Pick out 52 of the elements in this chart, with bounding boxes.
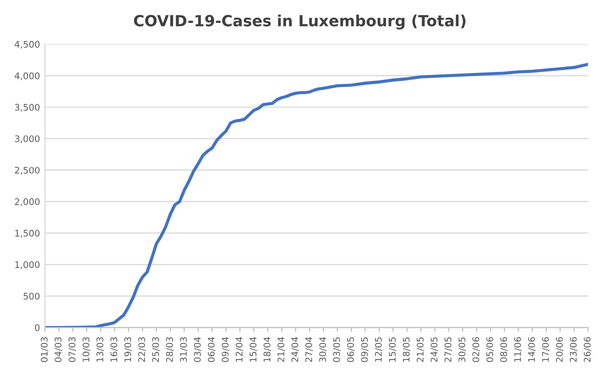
x-tick-label: 15/04 — [250, 337, 258, 362]
x-tick-label: 31/03 — [180, 337, 188, 362]
y-tick-label: 4,500 — [14, 40, 40, 49]
x-tick-label: 18/05 — [402, 337, 410, 362]
x-tick-label: 24/05 — [430, 337, 438, 362]
x-tick-label: 06/04 — [208, 337, 216, 362]
x-tick-label: 01/03 — [40, 337, 48, 362]
y-tick-label: 0 — [34, 324, 40, 332]
x-tick-label: 11/06 — [514, 337, 522, 362]
y-tick-label: 1,000 — [15, 261, 40, 270]
x-tick-label: 07/03 — [68, 337, 76, 362]
y-tick-label: 1,500 — [15, 230, 40, 238]
x-tick-label: 08/06 — [500, 337, 508, 362]
x-tick-label: 27/05 — [444, 337, 452, 362]
x-tick-label: 21/04 — [277, 337, 286, 362]
x-tick-label: 27/04 — [305, 337, 313, 362]
y-tick-label: 2,500 — [14, 166, 40, 175]
x-tick-label: 12/04 — [236, 337, 244, 362]
x-tick-label: 16/03 — [110, 337, 118, 362]
x-tick-label: 10/03 — [82, 337, 90, 362]
y-tick-label: 3,000 — [14, 135, 40, 144]
y-tick-label: 3,500 — [14, 104, 40, 112]
x-tick-label: 05/06 — [486, 337, 494, 362]
x-tick-label: 15/05 — [388, 337, 396, 362]
y-tick-label: 500 — [24, 292, 40, 300]
line-series — [45, 62, 588, 328]
x-tick-label: 04/03 — [54, 337, 62, 362]
x-tick-label: 22/03 — [138, 337, 146, 362]
x-tick-label: 23/06 — [570, 337, 578, 362]
x-tick-label: 18/04 — [264, 337, 272, 362]
x-tick-label: 26/06 — [584, 337, 592, 362]
x-tick-label: 24/04 — [291, 337, 299, 362]
chart-title: COVID-19-Cases in Luxembourg (Total) — [134, 14, 466, 30]
x-tick-label: 25/03 — [152, 337, 160, 362]
x-tick-label: 02/06 — [472, 337, 480, 362]
x-tick-label: 28/03 — [166, 337, 174, 362]
x-tick-label: 21/05 — [416, 337, 424, 362]
x-tick-label: 17/06 — [542, 337, 550, 362]
x-tick-label: 12/05 — [374, 337, 382, 362]
x-tick-label: 30/04 — [319, 337, 327, 362]
x-tick-label: 06/05 — [347, 337, 355, 362]
x-tick-label: 03/05 — [333, 337, 341, 362]
x-tick-label: 20/06 — [556, 337, 564, 362]
x-tick-label: 19/03 — [124, 337, 132, 362]
x-tick-label: 13/03 — [96, 337, 104, 362]
x-tick-label: 03/04 — [194, 337, 202, 362]
x-tick-label: 09/05 — [361, 337, 369, 362]
y-tick-label: 4,000 — [14, 72, 40, 80]
x-tick-label: 30/05 — [458, 337, 466, 362]
y-tick-label: 2,000 — [14, 198, 40, 206]
x-tick-label: 09/04 — [222, 337, 230, 362]
x-tick-label: 14/06 — [528, 337, 536, 362]
